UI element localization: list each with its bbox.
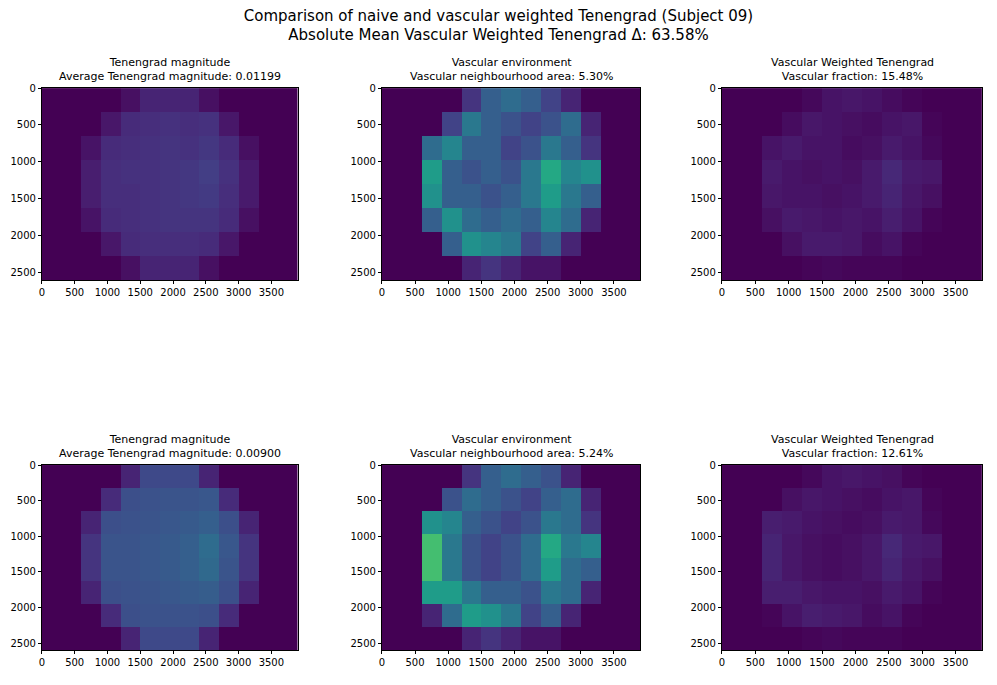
svg-text:500: 500 xyxy=(65,287,84,298)
svg-text:2500: 2500 xyxy=(535,657,560,668)
svg-text:2500: 2500 xyxy=(193,287,218,298)
svg-text:3000: 3000 xyxy=(226,657,251,668)
svg-text:0: 0 xyxy=(30,83,36,94)
svg-text:2500: 2500 xyxy=(876,287,901,298)
svg-text:2000: 2000 xyxy=(502,287,527,298)
svg-text:3500: 3500 xyxy=(601,287,626,298)
svg-text:2500: 2500 xyxy=(690,638,715,649)
svg-text:1500: 1500 xyxy=(809,657,834,668)
svg-text:2000: 2000 xyxy=(350,230,375,241)
svg-text:500: 500 xyxy=(357,495,376,506)
svg-text:1000: 1000 xyxy=(10,156,35,167)
svg-text:3000: 3000 xyxy=(568,287,593,298)
svg-text:1000: 1000 xyxy=(776,657,801,668)
svg-text:2500: 2500 xyxy=(690,267,715,278)
svg-text:1500: 1500 xyxy=(690,193,715,204)
svg-text:0: 0 xyxy=(709,460,715,471)
svg-text:0: 0 xyxy=(369,460,375,471)
svg-text:2500: 2500 xyxy=(350,638,375,649)
svg-text:2500: 2500 xyxy=(535,287,560,298)
svg-text:2000: 2000 xyxy=(843,657,868,668)
svg-text:1000: 1000 xyxy=(435,287,460,298)
svg-text:2000: 2000 xyxy=(10,230,35,241)
svg-text:3000: 3000 xyxy=(909,657,934,668)
svg-text:2000: 2000 xyxy=(502,657,527,668)
svg-text:2000: 2000 xyxy=(690,230,715,241)
svg-text:500: 500 xyxy=(17,119,36,130)
svg-text:2500: 2500 xyxy=(10,267,35,278)
svg-text:0: 0 xyxy=(709,83,715,94)
svg-text:1000: 1000 xyxy=(690,531,715,542)
svg-text:500: 500 xyxy=(405,287,424,298)
svg-text:1500: 1500 xyxy=(469,657,494,668)
svg-text:1000: 1000 xyxy=(776,287,801,298)
svg-text:2000: 2000 xyxy=(843,287,868,298)
svg-text:3500: 3500 xyxy=(259,657,284,668)
svg-text:2500: 2500 xyxy=(876,657,901,668)
svg-text:1000: 1000 xyxy=(350,156,375,167)
svg-text:2500: 2500 xyxy=(193,657,218,668)
svg-text:2000: 2000 xyxy=(690,602,715,613)
svg-text:0: 0 xyxy=(39,287,45,298)
svg-text:0: 0 xyxy=(379,287,385,298)
svg-text:1500: 1500 xyxy=(469,287,494,298)
svg-text:3500: 3500 xyxy=(943,657,968,668)
svg-text:1000: 1000 xyxy=(95,657,120,668)
svg-text:1000: 1000 xyxy=(10,531,35,542)
svg-text:1500: 1500 xyxy=(690,566,715,577)
svg-text:2000: 2000 xyxy=(160,657,185,668)
svg-text:3500: 3500 xyxy=(943,287,968,298)
svg-text:500: 500 xyxy=(65,657,84,668)
svg-text:500: 500 xyxy=(746,657,765,668)
svg-text:500: 500 xyxy=(405,657,424,668)
svg-text:1500: 1500 xyxy=(128,287,153,298)
svg-text:3000: 3000 xyxy=(568,657,593,668)
svg-text:Vascular environmentVascular n: Vascular environmentVascular neighbourho… xyxy=(410,56,613,83)
svg-text:0: 0 xyxy=(39,657,45,668)
svg-text:3500: 3500 xyxy=(259,287,284,298)
svg-text:0: 0 xyxy=(719,287,725,298)
svg-text:1000: 1000 xyxy=(350,531,375,542)
svg-text:Comparison of naive and vascul: Comparison of naive and vascular weighte… xyxy=(244,7,753,45)
svg-text:0: 0 xyxy=(719,657,725,668)
svg-text:1500: 1500 xyxy=(10,566,35,577)
svg-text:500: 500 xyxy=(697,119,716,130)
svg-text:1000: 1000 xyxy=(95,287,120,298)
svg-text:500: 500 xyxy=(357,119,376,130)
svg-text:Vascular Weighted TenengradVas: Vascular Weighted TenengradVascular frac… xyxy=(771,56,934,83)
svg-text:0: 0 xyxy=(379,657,385,668)
svg-text:3000: 3000 xyxy=(226,287,251,298)
svg-text:0: 0 xyxy=(30,460,36,471)
svg-text:Vascular environmentVascular n: Vascular environmentVascular neighbourho… xyxy=(410,433,613,460)
svg-text:1500: 1500 xyxy=(809,287,834,298)
svg-text:1500: 1500 xyxy=(350,566,375,577)
svg-text:1500: 1500 xyxy=(350,193,375,204)
svg-text:2000: 2000 xyxy=(10,602,35,613)
svg-text:Tenengrad magnitudeAverage Ten: Tenengrad magnitudeAverage Tenengrad mag… xyxy=(59,433,281,460)
svg-text:1000: 1000 xyxy=(435,657,460,668)
svg-text:2500: 2500 xyxy=(350,267,375,278)
svg-text:1500: 1500 xyxy=(128,657,153,668)
svg-text:500: 500 xyxy=(697,495,716,506)
svg-text:1500: 1500 xyxy=(10,193,35,204)
svg-text:3000: 3000 xyxy=(909,287,934,298)
svg-text:0: 0 xyxy=(369,83,375,94)
svg-text:2000: 2000 xyxy=(350,602,375,613)
svg-text:2000: 2000 xyxy=(160,287,185,298)
svg-text:Tenengrad magnitudeAverage Ten: Tenengrad magnitudeAverage Tenengrad mag… xyxy=(59,56,281,83)
svg-text:2500: 2500 xyxy=(10,638,35,649)
svg-text:500: 500 xyxy=(17,495,36,506)
svg-text:3500: 3500 xyxy=(601,657,626,668)
svg-text:500: 500 xyxy=(746,287,765,298)
svg-text:Vascular Weighted TenengradVas: Vascular Weighted TenengradVascular frac… xyxy=(771,433,934,460)
svg-text:1000: 1000 xyxy=(690,156,715,167)
